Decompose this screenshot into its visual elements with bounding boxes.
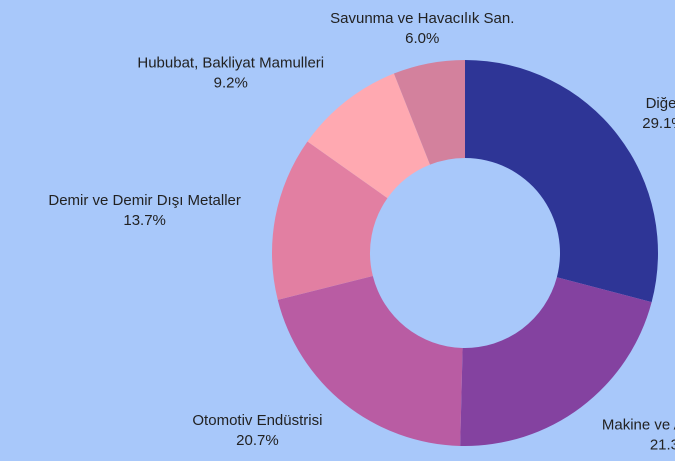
segment-label: Diğer <box>646 95 675 112</box>
donut-segment <box>272 141 388 300</box>
segment-label: Otomotiv Endüstrisi <box>192 412 322 429</box>
segment-value: 13.7% <box>123 212 166 229</box>
segment-label: Demir ve Demir Dışı Metaller <box>48 192 241 209</box>
donut-segment <box>277 276 463 446</box>
segment-value: 29.1% <box>642 115 675 132</box>
segment-value: 9.2% <box>214 75 248 92</box>
segment-value: 20.7% <box>236 432 279 449</box>
donut-segment <box>307 73 431 199</box>
donut-segment <box>460 277 652 446</box>
segment-value: 6.0% <box>405 30 439 47</box>
segment-label: Makine ve Aksamları <box>602 416 675 433</box>
donut-segment <box>465 60 658 303</box>
segment-label: Hububat, Bakliyat Mamulleri <box>137 55 324 72</box>
segment-value: 21.3% <box>650 436 675 453</box>
segment-label: Savunma ve Havacılık San. <box>330 10 514 27</box>
donut-segment <box>393 60 465 165</box>
